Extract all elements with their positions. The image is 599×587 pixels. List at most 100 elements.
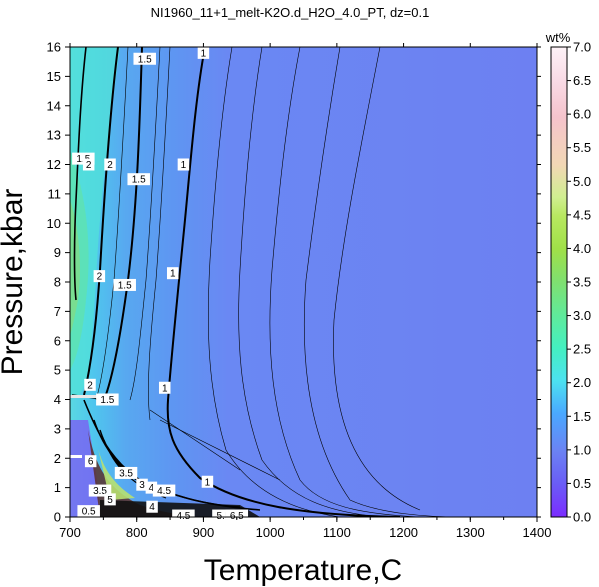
- colorbar-tick-label: 3.0: [573, 308, 591, 323]
- contour-label-text: 1.5: [118, 280, 132, 291]
- y-tick-label: 7: [54, 304, 61, 319]
- contour-label-bg: [152, 484, 176, 497]
- contour-label-text: 1.5: [138, 54, 152, 65]
- y-tick-label: 16: [47, 40, 61, 55]
- contour-label: 1.5: [127, 173, 150, 186]
- contour-label-bg: [145, 481, 158, 494]
- contour-label: 6.5: [225, 509, 249, 522]
- y-tick-label: 11: [48, 186, 62, 201]
- contour-label: 1: [201, 475, 214, 488]
- contour-label-text: 1: [205, 477, 211, 488]
- contour-label-bg: [93, 270, 106, 283]
- contour-label-text: 1: [181, 160, 187, 171]
- y-tick-label: 14: [47, 98, 61, 113]
- contour-label-text: 3: [139, 480, 145, 491]
- y-tick-label: 3: [54, 421, 61, 436]
- y-axis-title: Pressure,kbar: [0, 189, 29, 376]
- contour-label: 4: [145, 481, 158, 494]
- x-tick-label: 1100: [323, 525, 351, 540]
- y-tick-label: 0: [54, 510, 61, 525]
- contour-label: 3.5: [114, 466, 138, 479]
- y-tick-label: 1: [54, 480, 61, 495]
- contour-label-text: 1: [170, 269, 176, 280]
- x-tick-label: 900: [193, 525, 215, 540]
- contour-label: 1: [197, 46, 210, 59]
- contour-label-bg: [133, 52, 156, 65]
- x-tick-label: 1300: [456, 525, 485, 540]
- x-tick-label: 1400: [523, 525, 552, 540]
- contour-label-bg: [166, 267, 179, 280]
- contour-label-text: 3.5: [93, 486, 107, 497]
- contour-label: 1: [166, 267, 179, 280]
- contour-label: 0.5: [77, 505, 100, 518]
- contour-label-text: 6: [88, 457, 94, 468]
- y-tick-label: 13: [47, 128, 61, 143]
- contour-label-bg: [77, 505, 100, 518]
- y-tick-label: 5: [54, 363, 61, 378]
- contour-label: 2: [104, 158, 116, 171]
- colorbar-tick-label: 7.0: [573, 40, 591, 55]
- contour-lines: [71, 47, 461, 517]
- colorbar-tick-label: 5.5: [573, 140, 591, 155]
- contour-label-bg: [104, 493, 116, 506]
- colorbar-tick-label: 2.0: [573, 375, 591, 390]
- contour-label: 1.5: [113, 278, 136, 291]
- contour-label-text: 1.5: [132, 175, 146, 186]
- contour-label: 1.5: [96, 393, 119, 406]
- contour-label-bg: [84, 378, 96, 391]
- colorbar-tick-label: 6.5: [573, 73, 591, 88]
- contour-label-text: 0.5: [82, 507, 96, 518]
- y-tick-label: 8: [54, 275, 61, 290]
- x-tick-label: 1000: [256, 525, 285, 540]
- contour-label: 6: [84, 455, 97, 468]
- colorbar-tick-label: 0.0: [573, 510, 591, 525]
- colorbar-tick-label: 3.5: [573, 275, 591, 290]
- y-tick-label: 6: [54, 333, 61, 348]
- contour-label-bg: [114, 466, 138, 479]
- colorbar-tick-label: 2.5: [573, 342, 591, 357]
- contour-label-bg: [225, 509, 249, 522]
- plot-background: [70, 47, 537, 517]
- contour-label: 1: [177, 158, 190, 171]
- y-tick-label: 9: [54, 245, 61, 260]
- contour-label: 2: [84, 378, 96, 391]
- contour-label-text: 1: [201, 48, 207, 59]
- colorbar-tick-label: 4.5: [573, 207, 591, 222]
- contour-label-text: 4: [149, 502, 155, 513]
- colorbar-tick-label: 6.0: [573, 107, 591, 122]
- contour-label-text: 4.5: [157, 486, 171, 497]
- contour-label: 1.5: [133, 52, 156, 65]
- contour-label-bg: [96, 393, 119, 406]
- contour-label: 4.5: [152, 484, 176, 497]
- contour-label-text: 3.5: [119, 468, 133, 479]
- contour-label-bg: [172, 509, 195, 522]
- x-axis-title: Temperature,C: [204, 554, 402, 587]
- contour-label-text: 1.5: [100, 395, 114, 406]
- edge-mark: [70, 395, 100, 398]
- colorbar-ticks: 0.0 0.5 1.0 1.5 2.0 2.5 3.0 3.5 4.0 4.5 5.0 5.5 6.0 6…: [567, 40, 591, 525]
- chart-title: NI1960_11+1_melt-K2O.d_H2O_4.0_PT, dz=0.…: [151, 5, 430, 20]
- edge-mark: [70, 455, 82, 458]
- colorbar-tick-label: 1.5: [573, 409, 591, 424]
- contour-label-bg: [127, 173, 150, 186]
- y-tick-label: 15: [47, 69, 61, 84]
- colorbar-tick-label: 1.0: [573, 442, 591, 457]
- contour-label-bg: [136, 478, 148, 491]
- y-tick-label: 12: [47, 157, 61, 172]
- contour-label: 2: [93, 270, 106, 283]
- contour-label-bg: [84, 455, 97, 468]
- y-tick-label: 4: [54, 392, 61, 407]
- y-tick-label: 10: [47, 216, 61, 231]
- contour-label-group: 11.51.5221.5121.51121.563.5344.513.5540.…: [72, 46, 249, 522]
- contour-label-bg: [177, 158, 190, 171]
- contour-label-bg: [201, 475, 214, 488]
- contour-label-text: 2: [97, 272, 103, 283]
- contour-label-text: 1: [162, 383, 168, 394]
- contour-label-text: 5: [107, 495, 113, 506]
- colorbar-tick-label: 0.5: [573, 476, 591, 491]
- contour-label-text: 2: [107, 160, 113, 171]
- x-tick-label: 700: [59, 525, 81, 540]
- colorbar: [550, 46, 568, 518]
